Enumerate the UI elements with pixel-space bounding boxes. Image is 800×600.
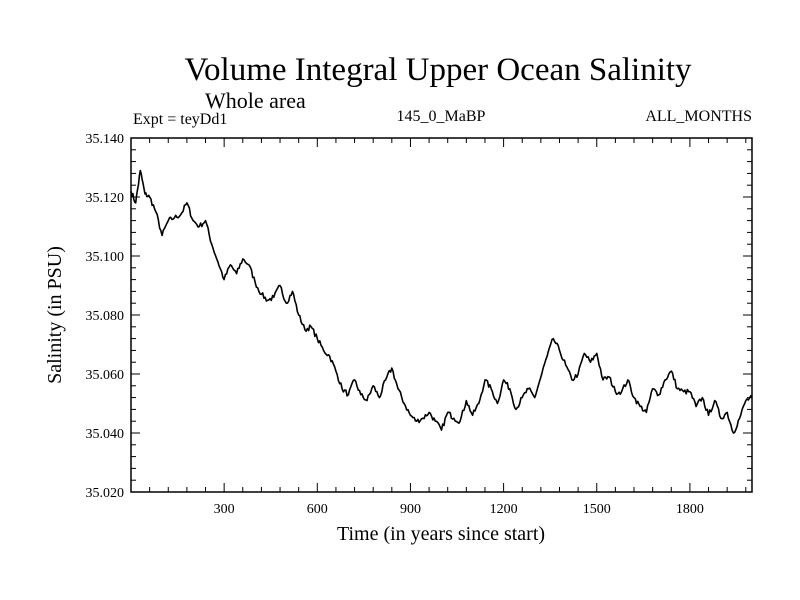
y-tick-label: 35.060	[86, 368, 125, 383]
y-tick-label: 35.100	[86, 250, 125, 265]
y-axis-label: Salinity (in PSU)	[44, 246, 66, 384]
y-tick-label: 35.120	[86, 191, 125, 206]
y-axis: 35.020 35.040 35.060 35.080 35.100 35.120 35.1…	[86, 132, 752, 501]
x-tick-label: 300	[214, 502, 235, 517]
x-tick-label: 900	[400, 502, 421, 517]
x-axis: 300 600 900 1200 1500 1800	[149, 138, 747, 517]
months-label: ALL_MONTHS	[645, 108, 752, 125]
x-tick-label: 1500	[583, 502, 611, 517]
plot-frame	[130, 137, 753, 493]
period-label: 145_0_MaBP	[397, 108, 486, 125]
y-tick-label: 35.140	[86, 132, 125, 147]
x-axis-label: Time (in years since start)	[337, 523, 545, 545]
y-tick-label: 35.080	[86, 309, 125, 324]
y-tick-label: 35.020	[86, 486, 125, 501]
x-tick-label: 600	[307, 502, 328, 517]
x-tick-label: 1200	[490, 502, 518, 517]
chart-subtitle: Whole area	[205, 88, 306, 113]
y-tick-label: 35.040	[86, 427, 125, 442]
chart-title: Volume Integral Upper Ocean Salinity	[184, 52, 692, 88]
x-tick-label: 1800	[676, 502, 704, 517]
experiment-label: Expt = teyDd1	[133, 111, 227, 128]
salinity-line	[130, 169, 753, 434]
